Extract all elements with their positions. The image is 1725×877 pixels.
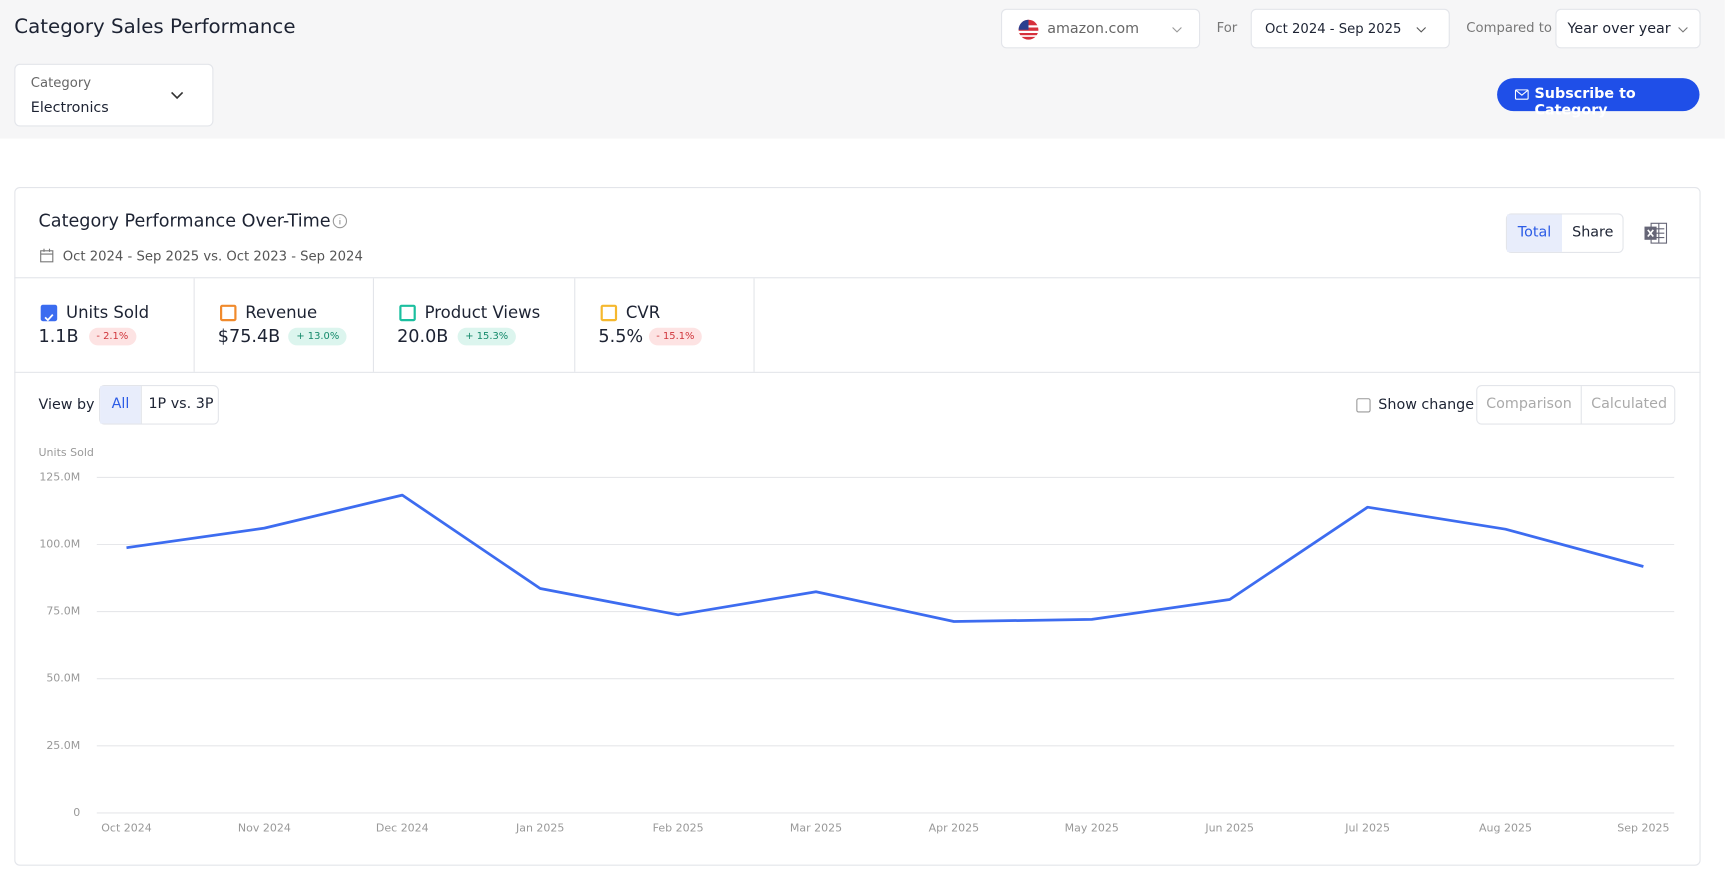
checkmark (44, 314, 54, 322)
flag-icon (1018, 19, 1039, 40)
y-tick-label: 75.0M (46, 605, 80, 618)
metric-card[interactable]: Units Sold 1.1B - 2.1% (14, 278, 195, 372)
y-tick-label: 125.0M (39, 470, 80, 483)
metric-change: - 15.1% (648, 327, 703, 346)
mode-group: Comparison Calculated (1476, 385, 1677, 425)
metric-card[interactable]: Product Views 20.0B + 15.3% (373, 278, 576, 372)
divider (14, 277, 1701, 279)
view-label: View by (38, 397, 95, 414)
mail-icon (1514, 89, 1529, 100)
y-axis-label: Units Sold (39, 446, 94, 459)
mode-calculated[interactable]: Calculated (1580, 386, 1677, 424)
metric-value: 20.0B (397, 325, 449, 347)
chevron (1172, 27, 1182, 33)
x-tick-label: Jul 2025 (1344, 821, 1390, 834)
x-tick-label: Aug 2025 (1479, 821, 1532, 834)
mode-comparison[interactable]: Comparison (1486, 396, 1572, 413)
period-text: Oct 2024 - Sep 2025 (1265, 20, 1402, 37)
show-change-checkbox[interactable] (1356, 398, 1371, 413)
metric-checkbox (40, 304, 58, 322)
x-tick-label: Nov 2024 (238, 821, 291, 834)
x-tick-label: Jun 2025 (1204, 821, 1254, 834)
x-tick-label: Apr 2025 (929, 821, 980, 834)
view-all[interactable]: All (100, 386, 141, 424)
excel-icon[interactable] (1643, 221, 1668, 245)
marketplace-text: amazon.com (1047, 20, 1140, 38)
chevron (1416, 27, 1426, 33)
period-select[interactable]: Oct 2024 - Sep 2025 (1250, 8, 1450, 49)
page-title: Category Sales Performance (14, 15, 296, 39)
x-tick-label: May 2025 (1065, 821, 1119, 834)
category-value: Electronics (30, 100, 109, 117)
x-tick-label: Feb 2025 (653, 821, 704, 834)
chevron (1678, 27, 1688, 33)
metric-checkbox (220, 304, 237, 322)
metric-checkbox (600, 304, 618, 322)
x-tick-label: Dec 2024 (376, 821, 429, 834)
divider (14, 371, 1701, 373)
x-tick-label: Jan 2025 (515, 821, 564, 834)
line-series (126, 493, 1644, 623)
compared-label: Compared to (1466, 19, 1553, 36)
calendar-icon (40, 248, 54, 263)
metric-change: + 15.3% (457, 327, 516, 346)
for-label: For (1216, 19, 1238, 36)
category-select[interactable]: Category Electronics (14, 63, 214, 127)
metric-value: $75.4B (217, 325, 281, 347)
metric-card[interactable]: CVR 5.5% - 15.1% (574, 278, 755, 372)
metric-name: Units Sold (66, 302, 150, 323)
metric-value: 5.5% (598, 325, 644, 347)
date-range: Oct 2024 - Sep 2025 vs. Oct 2023 - Sep 2… (62, 248, 363, 264)
toggle-group: Total Share (1505, 213, 1624, 253)
panel-title: Category Performance Over-Time (38, 210, 331, 231)
category-label: Category (30, 74, 92, 91)
subscribe-text: Subscribe to Category (1534, 85, 1636, 119)
comparison-select[interactable]: Year over year (1555, 8, 1701, 49)
y-tick-label: 50.0M (46, 672, 80, 685)
subscribe-button[interactable]: Subscribe to Category (1497, 78, 1700, 119)
show-change-label: Show change (1378, 397, 1475, 414)
y-tick-label: 0 (73, 806, 80, 819)
chevron (171, 91, 184, 100)
x-tick-label: Mar 2025 (790, 821, 842, 834)
metric-name: Revenue (245, 302, 318, 323)
x-tick-label: Sep 2025 (1617, 821, 1669, 834)
y-tick-label: 100.0M (39, 538, 80, 551)
metric-name: Product Views (424, 302, 541, 323)
metric-checkbox (399, 304, 416, 322)
metric-card[interactable]: Revenue $75.4B + 13.0% (194, 278, 374, 372)
y-tick-label: 25.0M (46, 739, 80, 752)
toggle-share[interactable]: Share (1572, 224, 1614, 241)
view-group: All 1P vs. 3P (99, 385, 219, 425)
x-tick-label: Oct 2024 (101, 821, 152, 834)
view-1p3p[interactable]: 1P vs. 3P (140, 386, 220, 424)
metric-change: - 2.1% (88, 327, 136, 346)
panel (14, 187, 1701, 866)
marketplace-select[interactable]: amazon.com (1001, 8, 1201, 49)
metric-value: 1.1B (38, 325, 79, 347)
metric-change: + 13.0% (288, 327, 347, 346)
comparison-text: Year over year (1567, 20, 1671, 38)
info-icon (332, 213, 348, 229)
toggle-total[interactable]: Total (1507, 214, 1562, 252)
metric-name: CVR (625, 302, 661, 323)
